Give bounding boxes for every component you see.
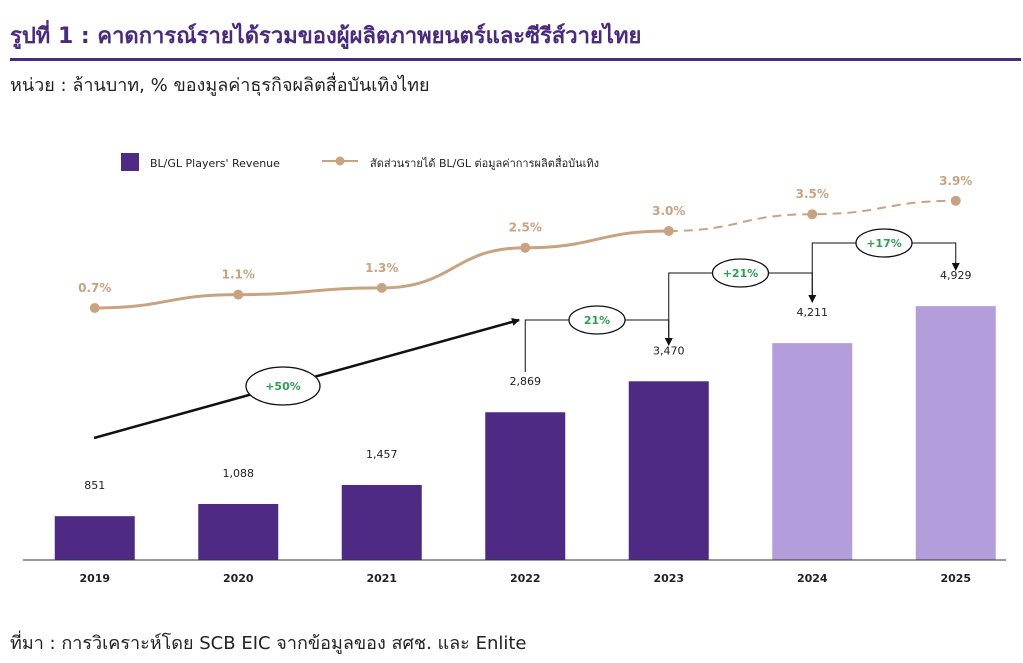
bar-value-label: 2,869 — [510, 375, 542, 388]
x-tick-label: 2022 — [510, 572, 541, 585]
bar-2022 — [485, 412, 566, 560]
growth-annotation-2-label: 21% — [584, 314, 610, 327]
legend-label-ratio: สัดส่วนรายได้ BL/GL ต่อมูลค่าการผลิตสื่อ… — [370, 155, 599, 170]
ratio-point-2022 — [520, 242, 531, 253]
ratio-value-label: 0.7% — [78, 281, 111, 295]
ratio-value-label: 2.5% — [509, 221, 542, 235]
growth-annotation-1-bubble — [245, 366, 321, 406]
x-tick-label: 2024 — [797, 572, 828, 585]
bar-2025 — [915, 306, 996, 560]
bar-2019 — [54, 516, 135, 560]
x-tick-label: 2025 — [940, 572, 971, 585]
growth-annotation-4-bubble — [855, 228, 913, 258]
ratio-line-forecast — [668, 199, 956, 232]
growth-annotation-4-label: +17% — [866, 237, 902, 250]
growth-annotation-2-bubble — [568, 305, 626, 335]
bar-value-label: 4,929 — [940, 269, 972, 282]
legend-label-revenue: BL/GL Players' Revenue — [150, 157, 280, 170]
bar-2021 — [341, 484, 422, 560]
ratio-value-label: 1.3% — [365, 261, 398, 275]
bar-value-label: 3,470 — [653, 344, 685, 357]
x-tick-label: 2019 — [79, 572, 110, 585]
legend-marker-ratio — [335, 156, 345, 166]
ratio-value-label: 3.5% — [796, 187, 829, 201]
title-divider — [10, 58, 1021, 61]
bar-value-label: 4,211 — [797, 306, 829, 319]
bar-value-label: 851 — [84, 479, 105, 492]
ratio-point-2020 — [233, 289, 244, 300]
bar-2020 — [198, 503, 279, 560]
bar-2023 — [628, 381, 709, 560]
bar-value-label: 1,088 — [223, 467, 255, 480]
ratio-point-2021 — [376, 282, 387, 293]
ratio-value-label: 3.0% — [652, 204, 685, 218]
bar-value-label: 1,457 — [366, 448, 398, 461]
growth-annotation-1-label: +50% — [265, 380, 301, 393]
source-note: ที่มา : การวิเคราะห์โดย SCB EIC จากข้อมู… — [10, 633, 527, 654]
figure-title: รูปที่ 1 : คาดการณ์รายได้รวมของผู้ผลิตภา… — [10, 24, 642, 49]
legend-swatch-revenue — [121, 153, 139, 171]
growth-annotation-3-bubble — [711, 258, 770, 288]
x-tick-label: 2023 — [653, 572, 684, 585]
ratio-value-label: 3.9% — [939, 174, 972, 188]
x-tick-label: 2021 — [366, 572, 397, 585]
ratio-point-2024 — [807, 209, 818, 220]
growth-annotation-3-label: +21% — [723, 267, 759, 280]
unit-note: หน่วย : ล้านบาท, % ของมูลค่าธุรกิจผลิตสื… — [10, 75, 430, 96]
ratio-point-2019 — [89, 303, 100, 313]
ratio-point-2023 — [663, 225, 674, 236]
ratio-value-label: 1.1% — [222, 268, 255, 282]
x-tick-label: 2020 — [223, 572, 254, 585]
ratio-point-2025 — [950, 195, 961, 206]
bar-2024 — [772, 343, 853, 560]
